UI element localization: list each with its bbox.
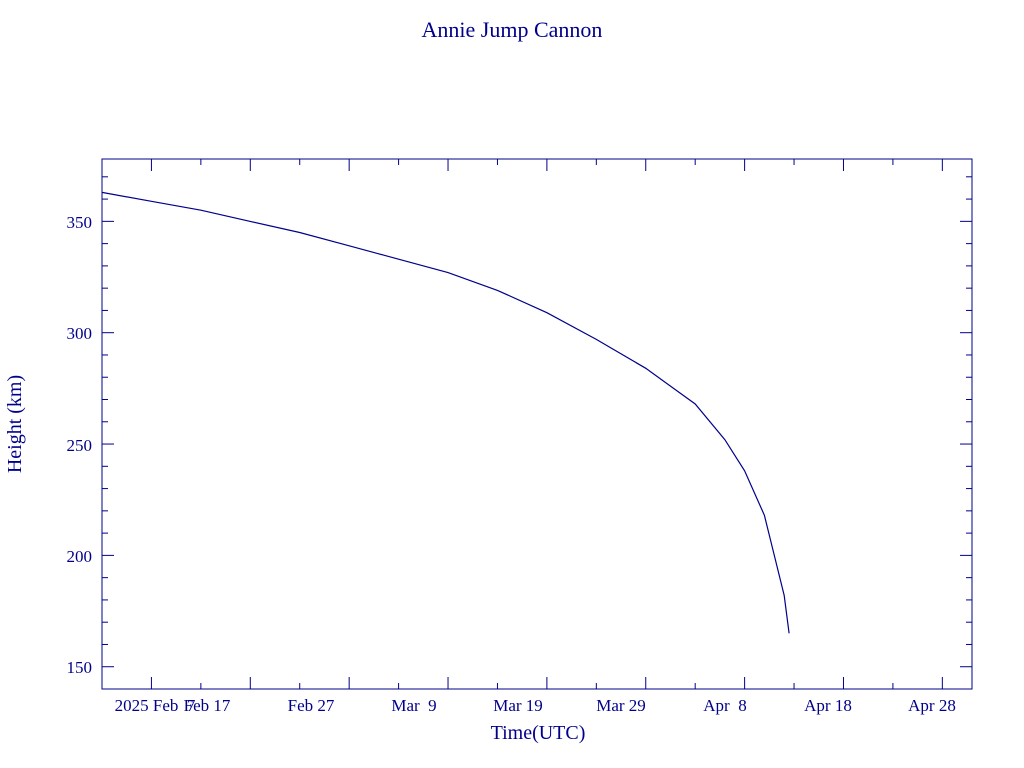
x-tick-label: Mar 19 xyxy=(493,696,543,715)
y-tick-label: 150 xyxy=(67,658,93,677)
height-series-line xyxy=(101,191,790,634)
x-tick-label: 2025 Feb 7 xyxy=(115,696,196,715)
y-tick-label: 250 xyxy=(67,436,93,455)
plot-frame xyxy=(101,158,973,690)
x-tick-label: Feb 17 xyxy=(184,696,231,715)
x-axis-label: Time(UTC) xyxy=(491,722,586,744)
x-tick-label: Apr 18 xyxy=(804,696,852,715)
y-tick-label: 200 xyxy=(67,547,93,566)
x-tick-label: Feb 27 xyxy=(288,696,335,715)
x-tick-label: Mar 9 xyxy=(391,696,436,715)
y-tick-labels: 150 200 250 300 350 xyxy=(67,213,93,677)
x-tick-label: Mar 29 xyxy=(596,696,646,715)
y-tick-label: 300 xyxy=(67,324,93,343)
chart-title: Annie Jump Cannon xyxy=(422,17,603,42)
x-tick-labels: 2025 Feb 7 Feb 17 Feb 27 Mar 9 Mar 19 Ma… xyxy=(115,696,956,715)
x-tick-label: Apr 28 xyxy=(908,696,956,715)
y-axis-label: Height (km) xyxy=(4,375,26,473)
axis-ticks xyxy=(101,159,972,690)
y-tick-label: 350 xyxy=(67,213,93,232)
x-tick-label: Apr 8 xyxy=(703,696,746,715)
